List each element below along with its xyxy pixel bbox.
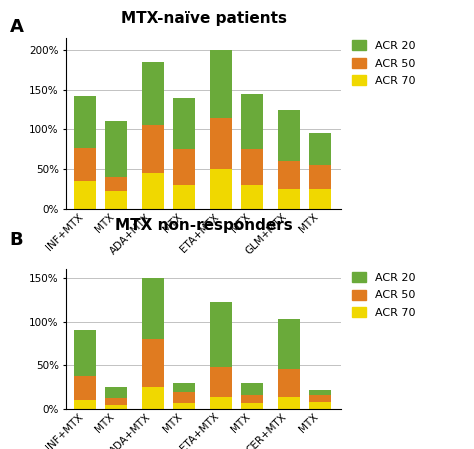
- Bar: [241, 395, 263, 402]
- Bar: [74, 181, 96, 209]
- Text: B: B: [9, 231, 23, 249]
- Bar: [241, 383, 263, 395]
- Bar: [278, 161, 300, 189]
- Bar: [241, 185, 263, 209]
- Legend: ACR 20, ACR 50, ACR 70: ACR 20, ACR 50, ACR 70: [352, 272, 415, 318]
- Bar: [278, 319, 300, 369]
- Bar: [74, 330, 96, 375]
- Bar: [105, 398, 127, 405]
- Bar: [309, 165, 331, 189]
- Bar: [142, 62, 164, 125]
- Bar: [210, 302, 232, 367]
- Bar: [105, 191, 127, 209]
- Bar: [142, 339, 164, 387]
- Bar: [210, 50, 232, 118]
- Bar: [210, 367, 232, 397]
- Bar: [309, 395, 331, 401]
- Bar: [74, 148, 96, 181]
- Text: MTX non-responders: MTX non-responders: [115, 218, 292, 233]
- Bar: [173, 149, 195, 185]
- Bar: [210, 169, 232, 209]
- Bar: [74, 96, 96, 148]
- Bar: [173, 392, 195, 402]
- Bar: [105, 405, 127, 409]
- Text: A: A: [9, 18, 23, 36]
- Bar: [241, 402, 263, 409]
- Bar: [74, 400, 96, 409]
- Bar: [309, 390, 331, 395]
- Bar: [241, 149, 263, 185]
- Bar: [142, 387, 164, 409]
- Bar: [309, 133, 331, 165]
- Bar: [105, 387, 127, 398]
- Bar: [173, 185, 195, 209]
- Bar: [142, 125, 164, 173]
- Bar: [210, 397, 232, 409]
- Bar: [173, 402, 195, 409]
- Bar: [278, 189, 300, 209]
- Bar: [210, 118, 232, 169]
- Bar: [173, 383, 195, 392]
- Bar: [105, 177, 127, 191]
- Bar: [173, 98, 195, 149]
- Bar: [278, 369, 300, 397]
- Bar: [74, 375, 96, 400]
- Bar: [241, 94, 263, 149]
- Bar: [309, 189, 331, 209]
- Bar: [278, 110, 300, 161]
- Bar: [105, 122, 127, 177]
- Bar: [142, 278, 164, 339]
- Bar: [278, 397, 300, 409]
- Text: MTX-naïve patients: MTX-naïve patients: [121, 11, 287, 26]
- Bar: [309, 401, 331, 409]
- Legend: ACR 20, ACR 50, ACR 70: ACR 20, ACR 50, ACR 70: [352, 40, 415, 86]
- Bar: [142, 173, 164, 209]
